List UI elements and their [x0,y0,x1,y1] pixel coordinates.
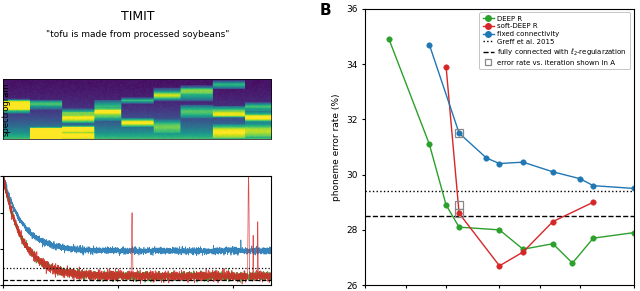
Text: "tofu is made from processed soybeans": "tofu is made from processed soybeans" [45,30,229,39]
Y-axis label: phoneme error rate (%): phoneme error rate (%) [332,93,340,201]
Y-axis label: audio input
spectrogram: audio input spectrogram [0,82,10,136]
Legend: DEEP R, soft-DEEP R, fixed connectivity, Greff et al. 2015, fully connected with: DEEP R, soft-DEEP R, fixed connectivity,… [479,12,630,69]
Text: TIMIT: TIMIT [120,10,154,23]
Text: B: B [320,3,332,18]
